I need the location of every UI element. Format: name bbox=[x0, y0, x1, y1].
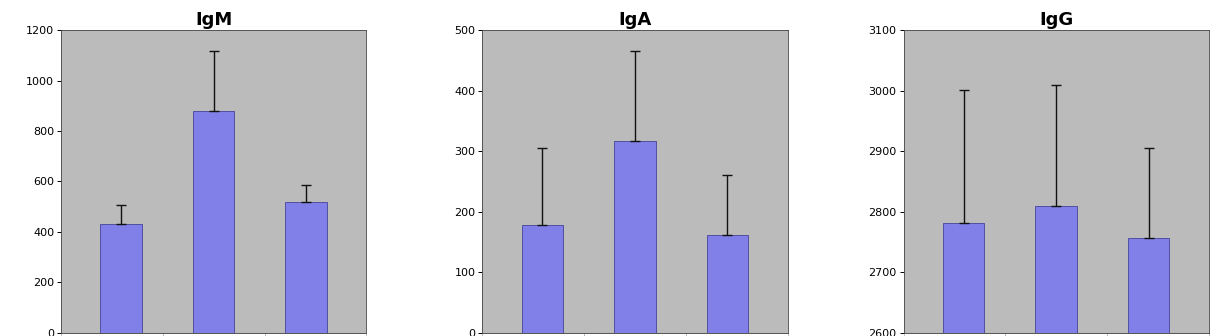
Bar bbox=[193, 111, 234, 333]
Title: IgA: IgA bbox=[618, 11, 652, 29]
Title: IgM: IgM bbox=[195, 11, 232, 29]
Bar bbox=[521, 225, 563, 333]
Bar bbox=[1128, 239, 1170, 333]
Bar bbox=[100, 224, 142, 333]
Title: IgG: IgG bbox=[1039, 11, 1073, 29]
Bar bbox=[286, 202, 327, 333]
Bar bbox=[707, 235, 748, 333]
Bar bbox=[943, 223, 984, 333]
Bar bbox=[614, 141, 656, 333]
Bar bbox=[1035, 206, 1077, 333]
